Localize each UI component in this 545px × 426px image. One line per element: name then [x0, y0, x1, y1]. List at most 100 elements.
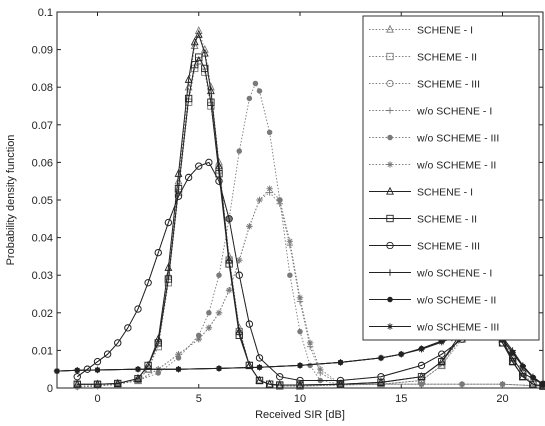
data-point [529, 380, 537, 388]
data-point [134, 374, 142, 383]
data-point [437, 356, 446, 365]
data-point [256, 364, 263, 371]
data-point [114, 339, 122, 347]
data-point [418, 346, 425, 353]
data-point [296, 381, 304, 389]
data-point [134, 305, 142, 313]
legend-marker [386, 214, 394, 223]
data-point [93, 358, 102, 366]
data-point [195, 53, 203, 61]
data-point [206, 86, 215, 95]
data-point [235, 271, 243, 279]
data-point [225, 287, 233, 294]
data-point [207, 98, 215, 106]
data-point [215, 365, 223, 372]
x-tick-label: 10 [294, 393, 306, 405]
legend-item: w/o SCHEME - III [369, 133, 499, 145]
data-point [509, 349, 516, 356]
y-tick-label: 0.05 [32, 195, 53, 207]
data-point [215, 309, 223, 316]
data-point [144, 360, 153, 369]
data-point [519, 363, 526, 370]
data-point [175, 350, 182, 358]
data-point [184, 94, 193, 103]
y-tick-label: 0.04 [32, 233, 53, 245]
data-point [215, 177, 223, 185]
data-point [529, 374, 537, 381]
legend-box [362, 15, 540, 341]
data-point [144, 279, 152, 287]
y-tick-label: 0.01 [32, 345, 53, 357]
x-tick-label: 0 [94, 393, 100, 405]
legend-marker [386, 269, 394, 276]
data-point [201, 64, 209, 73]
data-point [206, 310, 212, 316]
series-line [77, 59, 544, 387]
legend-marker [386, 79, 394, 88]
data-point [539, 381, 545, 388]
data-point [377, 378, 385, 387]
data-point [246, 223, 253, 230]
data-point [336, 376, 345, 385]
legend-item: SCHEME - II [369, 52, 477, 64]
y-tick-label: 0.1 [38, 7, 53, 19]
data-point [195, 335, 202, 343]
data-point [236, 148, 242, 154]
data-point [256, 88, 263, 94]
data-point [190, 37, 199, 46]
data-point [205, 324, 213, 332]
data-point [236, 256, 243, 264]
data-point [438, 338, 445, 346]
data-point [458, 381, 466, 388]
legend-marker [386, 107, 394, 114]
data-point [287, 272, 293, 278]
data-point [296, 294, 304, 301]
data-point [377, 354, 385, 362]
data-point [184, 74, 193, 83]
legend-label: w/o SCHENE - I [416, 106, 492, 118]
legend-marker [386, 52, 394, 61]
data-point [337, 359, 344, 366]
data-point [215, 170, 223, 178]
data-point [417, 361, 426, 370]
legend-marker [386, 161, 394, 168]
data-point [103, 350, 112, 358]
data-point [276, 373, 284, 381]
data-point [191, 60, 199, 69]
data-point [190, 41, 199, 49]
legend-item: SCHEME - III [369, 241, 480, 253]
data-point [83, 365, 92, 373]
data-point [377, 381, 385, 388]
data-point [225, 215, 233, 223]
axis-ticks [57, 11, 543, 389]
data-point [276, 381, 284, 389]
data-point [164, 218, 173, 227]
data-point [252, 80, 259, 87]
y-tick-label: 0.09 [32, 45, 53, 57]
data-point [296, 362, 304, 369]
data-point [246, 95, 253, 102]
legend-label: SCHEME - II [417, 214, 477, 226]
series-line [77, 82, 544, 388]
data-point [73, 380, 81, 388]
legend: SCHENE - I SCHEME - II SCHEME - III w/o SCH… [362, 15, 540, 341]
data-point [245, 361, 254, 370]
data-point [336, 380, 345, 388]
data-point [205, 158, 213, 167]
legend-item: w/o SCHEME - III [369, 322, 499, 334]
legend-label: w/o SCHENE - I [416, 268, 492, 280]
data-point [398, 350, 405, 358]
legend-item: SCHENE - I [369, 187, 473, 199]
legend-label: SCHENE - I [417, 187, 473, 199]
y-axis-label: Probability density function [5, 135, 17, 266]
legend-item: w/o SCHEME - II [369, 160, 496, 172]
data-point [154, 339, 162, 347]
data-point [144, 361, 152, 370]
y-tick-label: 0.06 [32, 157, 53, 169]
data-point [175, 366, 182, 373]
data-point [53, 367, 61, 375]
legend-label: SCHENE - I [417, 25, 473, 37]
data-point [255, 376, 264, 385]
legend-item: w/o SCHENE - I [369, 268, 492, 280]
